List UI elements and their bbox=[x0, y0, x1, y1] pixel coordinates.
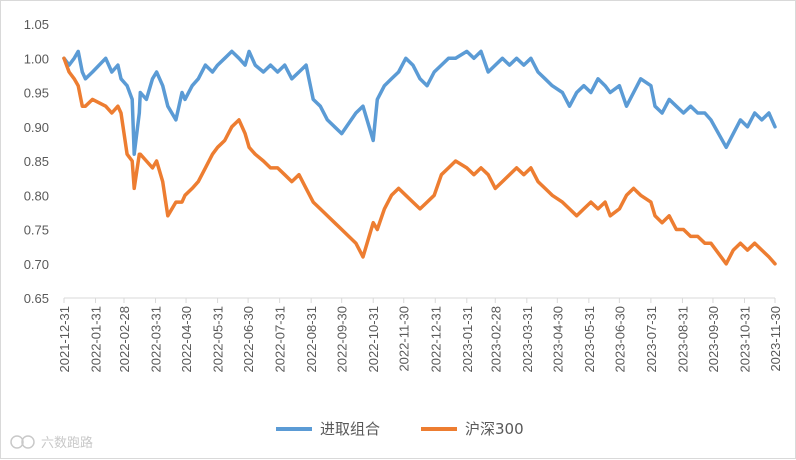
x-tick-label: 2023-11-30 bbox=[768, 306, 783, 372]
x-tick-label: 2023-09-30 bbox=[706, 306, 721, 373]
legend-label-series-1: 进取组合 bbox=[320, 420, 380, 438]
x-tick-label: 2022-07-31 bbox=[273, 306, 288, 373]
y-tick-label: 0.90 bbox=[24, 120, 49, 135]
y-tick-label: 0.95 bbox=[24, 86, 49, 101]
x-tick-label: 2021-12-31 bbox=[57, 306, 72, 373]
series-line-2 bbox=[62, 56, 777, 266]
watermark: 六数跑路 bbox=[10, 435, 93, 451]
legend-label-series-2: 沪深300 bbox=[465, 420, 524, 438]
x-tick-label: 2023-03-31 bbox=[520, 306, 535, 373]
y-tick-label: 1.05 bbox=[24, 17, 49, 32]
x-tick-label: 2022-12-31 bbox=[428, 306, 443, 373]
x-tick-label: 2023-06-30 bbox=[612, 306, 627, 373]
x-tick-label: 2023-05-31 bbox=[582, 306, 597, 373]
x-tick-label: 2022-10-31 bbox=[366, 306, 381, 373]
series-line-1 bbox=[62, 49, 777, 156]
x-tick-label: 2022-05-31 bbox=[211, 306, 226, 373]
y-axis-ticks: 0.65 0.70 0.75 0.80 0.85 0.90 0.95 1.00 1.05 bbox=[24, 17, 49, 306]
watermark-text: 六数跑路 bbox=[41, 435, 93, 451]
x-tick-label: 2023-10-31 bbox=[737, 306, 752, 373]
y-tick-label: 0.75 bbox=[24, 223, 49, 238]
y-tick-label: 0.85 bbox=[24, 154, 49, 169]
x-tick-label: 2022-11-30 bbox=[397, 306, 412, 372]
x-tick-label: 2023-01-31 bbox=[460, 306, 475, 373]
x-tick-label: 2022-02-28 bbox=[117, 306, 132, 373]
x-tick-label: 2022-04-30 bbox=[179, 306, 194, 373]
series-lines bbox=[62, 49, 777, 266]
watermark-logo-icon bbox=[10, 435, 35, 449]
y-tick-label: 1.00 bbox=[24, 51, 49, 66]
x-tick-label: 2022-09-30 bbox=[335, 306, 350, 373]
x-tick-label: 2022-03-31 bbox=[149, 306, 164, 373]
x-tick-label: 2023-02-28 bbox=[488, 306, 503, 373]
y-tick-label: 0.65 bbox=[24, 291, 49, 306]
y-tick-label: 0.70 bbox=[24, 257, 49, 272]
legend: 进取组合 沪深300 bbox=[276, 420, 524, 438]
x-tick-label: 2022-06-30 bbox=[241, 306, 256, 373]
y-tick-label: 0.80 bbox=[24, 188, 49, 203]
x-tick-label: 2022-01-31 bbox=[89, 306, 104, 373]
x-tick-label: 2022-08-31 bbox=[304, 306, 319, 373]
x-axis-ticks: 2021-12-31 2022-01-31 2022-02-28 2022-03-31… bbox=[57, 298, 783, 373]
x-tick-label: 2023-07-31 bbox=[644, 306, 659, 373]
x-tick-label: 2023-04-30 bbox=[550, 306, 565, 373]
x-tick-label: 2023-08-31 bbox=[675, 306, 690, 373]
